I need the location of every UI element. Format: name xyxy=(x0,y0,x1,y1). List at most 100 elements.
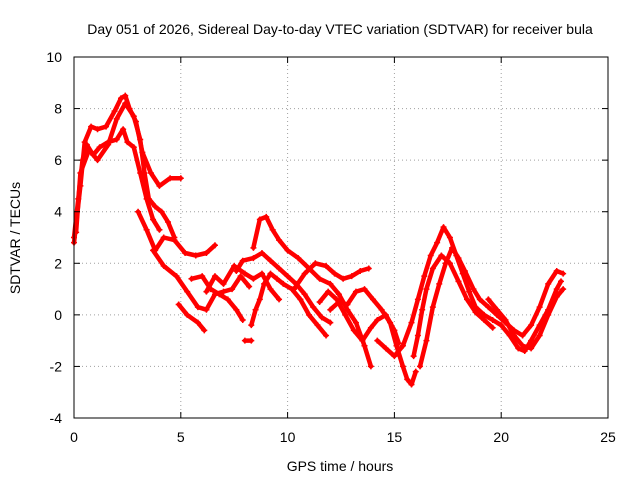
data-point-marker xyxy=(256,296,263,303)
data-point-marker xyxy=(284,273,291,280)
data-point-marker xyxy=(156,226,163,233)
data-point-marker xyxy=(301,291,308,298)
data-point-marker xyxy=(476,296,483,303)
data-point-marker xyxy=(143,226,150,233)
data-point-marker xyxy=(331,270,338,277)
data-point-marker xyxy=(152,203,159,210)
data-point-marker xyxy=(250,275,257,282)
data-point-marker xyxy=(325,288,332,295)
data-point-marker xyxy=(342,311,349,318)
series-line-arc-18 xyxy=(417,245,566,369)
data-point-marker xyxy=(145,195,152,202)
y-tick-label: 10 xyxy=(46,49,62,65)
data-point-marker xyxy=(147,170,154,177)
x-axis-label: GPS time / hours xyxy=(287,458,394,474)
y-tick-label: 8 xyxy=(54,101,62,117)
data-point-marker xyxy=(81,139,88,146)
data-point-marker xyxy=(493,306,500,313)
x-tick-label: 15 xyxy=(387,429,403,445)
data-point-marker xyxy=(220,288,227,295)
grid xyxy=(74,57,608,418)
data-point-marker xyxy=(248,337,255,344)
data-point-marker xyxy=(201,327,208,334)
data-point-marker xyxy=(77,170,84,177)
data-point-marker xyxy=(137,136,144,143)
data-point-marker xyxy=(135,208,142,215)
data-point-marker xyxy=(436,280,443,287)
data-point-marker xyxy=(239,257,246,264)
data-point-marker xyxy=(312,260,319,267)
data-point-marker xyxy=(528,345,535,352)
data-point-marker xyxy=(560,270,567,277)
data-point-marker xyxy=(248,322,255,329)
data-point-marker xyxy=(361,342,368,349)
data-point-marker xyxy=(545,280,552,287)
data-point-marker xyxy=(194,304,201,311)
x-tick-label: 10 xyxy=(280,429,296,445)
data-point-marker xyxy=(367,363,374,370)
data-point-marker xyxy=(519,332,526,339)
data-point-marker xyxy=(438,252,445,259)
data-point-marker xyxy=(316,298,323,305)
data-point-marker xyxy=(391,353,398,360)
data-point-marker xyxy=(528,322,535,329)
data-point-marker xyxy=(335,291,342,298)
data-point-marker xyxy=(519,342,526,349)
series-line-arc-6 xyxy=(176,302,207,333)
data-point-marker xyxy=(310,304,317,311)
data-point-marker xyxy=(258,249,265,256)
data-point-marker xyxy=(250,244,257,251)
data-point-marker xyxy=(461,268,468,275)
data-point-marker xyxy=(171,237,178,244)
data-point-marker xyxy=(224,296,231,303)
data-point-marker xyxy=(419,306,426,313)
data-point-marker xyxy=(233,306,240,313)
data-point-marker xyxy=(429,304,436,311)
data-point-marker xyxy=(374,317,381,324)
data-point-marker xyxy=(489,324,496,331)
data-point-marker xyxy=(367,324,374,331)
data-point-marker xyxy=(273,275,280,282)
data-point-marker xyxy=(370,296,377,303)
data-point-marker xyxy=(442,260,449,267)
data-point-marker xyxy=(203,288,210,295)
series-line-arc-3 xyxy=(73,101,177,240)
data-point-marker xyxy=(511,332,518,339)
data-point-marker xyxy=(408,319,415,326)
data-point-marker xyxy=(335,298,342,305)
series-line-arc-5 xyxy=(150,248,252,312)
data-point-marker xyxy=(399,363,406,370)
data-point-marker xyxy=(382,345,389,352)
data-point-marker xyxy=(449,244,456,251)
data-point-marker xyxy=(412,368,419,375)
data-point-marker xyxy=(263,213,270,220)
data-point-marker xyxy=(410,353,417,360)
chart-title: Day 051 of 2026, Sidereal Day-to-day VTE… xyxy=(87,21,593,37)
data-point-marker xyxy=(352,288,359,295)
data-point-marker xyxy=(327,280,334,287)
data-point-marker xyxy=(117,95,124,102)
data-point-marker xyxy=(164,219,171,226)
y-tick-label: 2 xyxy=(54,255,62,271)
data-point-marker xyxy=(553,268,560,275)
data-point-marker xyxy=(85,146,92,153)
data-point-marker xyxy=(122,100,129,107)
data-point-marker xyxy=(295,255,302,262)
data-point-marker xyxy=(481,317,488,324)
data-point-marker xyxy=(446,234,453,241)
data-point-marker xyxy=(276,237,283,244)
data-point-marker xyxy=(359,337,366,344)
y-tick-label: -4 xyxy=(50,410,63,426)
data-point-marker xyxy=(340,275,347,282)
data-point-marker xyxy=(553,286,560,293)
data-point-marker xyxy=(545,311,552,318)
y-tick-label: 0 xyxy=(54,307,62,323)
data-point-marker xyxy=(327,306,334,313)
data-point-marker xyxy=(188,275,195,282)
data-point-marker xyxy=(252,306,259,313)
data-point-marker xyxy=(177,175,184,182)
data-point-marker xyxy=(211,273,218,280)
data-point-marker xyxy=(434,239,441,246)
data-point-marker xyxy=(150,216,157,223)
